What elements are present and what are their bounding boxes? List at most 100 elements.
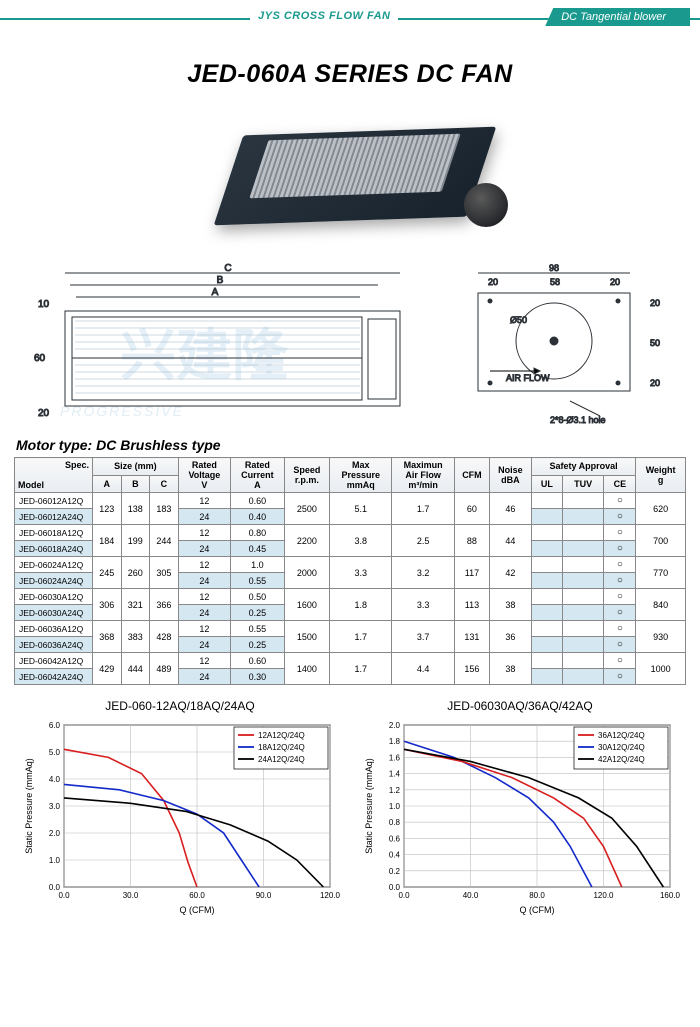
svg-text:1.2: 1.2: [389, 786, 401, 795]
header-label-right: DC Tangential blower: [545, 8, 690, 26]
svg-text:3.0: 3.0: [49, 802, 61, 811]
cell-C: 489: [150, 653, 179, 685]
cell-speed: 2000: [284, 557, 330, 589]
cell-voltage: 24: [178, 637, 231, 653]
cell-ul: [531, 605, 562, 621]
cell-C: 305: [150, 557, 179, 589]
cell-current: 1.0: [231, 557, 284, 573]
cell-cfm: 88: [454, 525, 489, 557]
svg-text:30A12Q/24Q: 30A12Q/24Q: [598, 743, 645, 752]
cell-voltage: 24: [178, 509, 231, 525]
cell-ul: [531, 541, 562, 557]
svg-text:Q (CFM): Q (CFM): [180, 905, 215, 915]
cell-ce: ○: [604, 605, 636, 621]
cell-tuv: [562, 637, 604, 653]
svg-text:Static Pressure (mmAq): Static Pressure (mmAq): [24, 758, 34, 854]
cell-ce: ○: [604, 557, 636, 573]
svg-text:20: 20: [488, 277, 498, 287]
cell-current: 0.45: [231, 541, 284, 557]
cell-cfm: 131: [454, 621, 489, 653]
cell-weight: 700: [636, 525, 686, 557]
cell-ul: [531, 653, 562, 669]
diagram-right: 98 20 58 20 Ø50 AIR FLOW 20 50 20 2*8-Ø3…: [450, 261, 680, 431]
cell-model: JED-06018A12Q: [15, 525, 93, 541]
cell-tuv: [562, 573, 604, 589]
svg-text:C: C: [224, 263, 231, 274]
svg-text:0.8: 0.8: [389, 818, 401, 827]
cell-maxaf: 1.7: [392, 493, 455, 525]
cell-voltage: 12: [178, 525, 231, 541]
th-speed: Speedr.p.m.: [284, 458, 330, 493]
cell-voltage: 24: [178, 573, 231, 589]
cell-model: JED-06036A12Q: [15, 621, 93, 637]
cell-ul: [531, 493, 562, 509]
cell-C: 244: [150, 525, 179, 557]
cell-ul: [531, 637, 562, 653]
svg-text:0.0: 0.0: [398, 891, 410, 900]
svg-text:120.0: 120.0: [593, 891, 614, 900]
cell-noise: 38: [489, 589, 531, 621]
chart-1: 0.030.060.090.0120.00.01.02.03.04.05.06.…: [20, 717, 340, 917]
svg-text:36A12Q/24Q: 36A12Q/24Q: [598, 731, 645, 740]
cell-cfm: 156: [454, 653, 489, 685]
diagram-left-svg: C B A 10 60 20: [20, 261, 420, 431]
cell-current: 0.55: [231, 573, 284, 589]
cell-model: JED-06012A24Q: [15, 509, 93, 525]
cell-ul: [531, 509, 562, 525]
svg-text:5.0: 5.0: [49, 748, 61, 757]
cell-ce: ○: [604, 509, 636, 525]
cell-tuv: [562, 669, 604, 685]
cell-voltage: 24: [178, 605, 231, 621]
svg-text:42A12Q/24Q: 42A12Q/24Q: [598, 755, 645, 764]
svg-text:10: 10: [38, 299, 50, 310]
cell-tuv: [562, 509, 604, 525]
cell-weight: 770: [636, 557, 686, 589]
cell-C: 366: [150, 589, 179, 621]
cell-speed: 1600: [284, 589, 330, 621]
diagram-right-svg: 98 20 58 20 Ø50 AIR FLOW 20 50 20 2*8-Ø3…: [450, 261, 680, 431]
svg-text:AIR FLOW: AIR FLOW: [506, 373, 550, 383]
svg-text:60.0: 60.0: [189, 891, 205, 900]
svg-text:0.0: 0.0: [58, 891, 70, 900]
cell-A: 245: [93, 557, 122, 589]
svg-text:50: 50: [650, 338, 660, 348]
th-noise: NoisedBA: [489, 458, 531, 493]
motor-type-label: Motor type: DC Brushless type: [16, 437, 700, 453]
th-safety: Safety Approval: [531, 458, 635, 476]
cell-speed: 1500: [284, 621, 330, 653]
cell-model: JED-06036A24Q: [15, 637, 93, 653]
cell-tuv: [562, 493, 604, 509]
cell-voltage: 12: [178, 653, 231, 669]
th-rated-v: RatedVoltageV: [178, 458, 231, 493]
th-ul: UL: [531, 475, 562, 493]
charts-row: JED-060-12AQ/18AQ/24AQ 0.030.060.090.012…: [0, 699, 700, 917]
cell-B: 321: [121, 589, 150, 621]
table-row: JED-06030A12Q306321366120.5016001.83.311…: [15, 589, 686, 605]
cell-maxp: 1.8: [330, 589, 392, 621]
cell-maxp: 3.8: [330, 525, 392, 557]
cell-maxaf: 3.2: [392, 557, 455, 589]
cell-B: 383: [121, 621, 150, 653]
chart-2-wrap: JED-06030AQ/36AQ/42AQ 0.040.080.0120.016…: [360, 699, 680, 917]
cell-maxaf: 2.5: [392, 525, 455, 557]
table-row: JED-06018A12Q184199244120.8022003.82.588…: [15, 525, 686, 541]
cell-ul: [531, 669, 562, 685]
header-bar: JYS CROSS FLOW FAN DC Tangential blower: [0, 8, 700, 30]
cell-ce: ○: [604, 525, 636, 541]
cell-cfm: 117: [454, 557, 489, 589]
chart-2-title: JED-06030AQ/36AQ/42AQ: [360, 699, 680, 713]
svg-text:60: 60: [34, 353, 46, 364]
spec-table-head: Spec. Model Size (mm) RatedVoltageV Rate…: [15, 458, 686, 493]
cell-cfm: 60: [454, 493, 489, 525]
cell-ce: ○: [604, 541, 636, 557]
cell-B: 260: [121, 557, 150, 589]
cell-ul: [531, 557, 562, 573]
cell-B: 199: [121, 525, 150, 557]
th-rated-a: RatedCurrentA: [231, 458, 284, 493]
cell-A: 429: [93, 653, 122, 685]
fan-motor-shape: [464, 183, 508, 227]
cell-C: 428: [150, 621, 179, 653]
table-row: JED-06024A12Q245260305121.020003.33.2117…: [15, 557, 686, 573]
cell-model: JED-06018A24Q: [15, 541, 93, 557]
technical-diagrams: 兴建隆 PROGRESSIVE C B A 10 60 20: [0, 261, 700, 431]
